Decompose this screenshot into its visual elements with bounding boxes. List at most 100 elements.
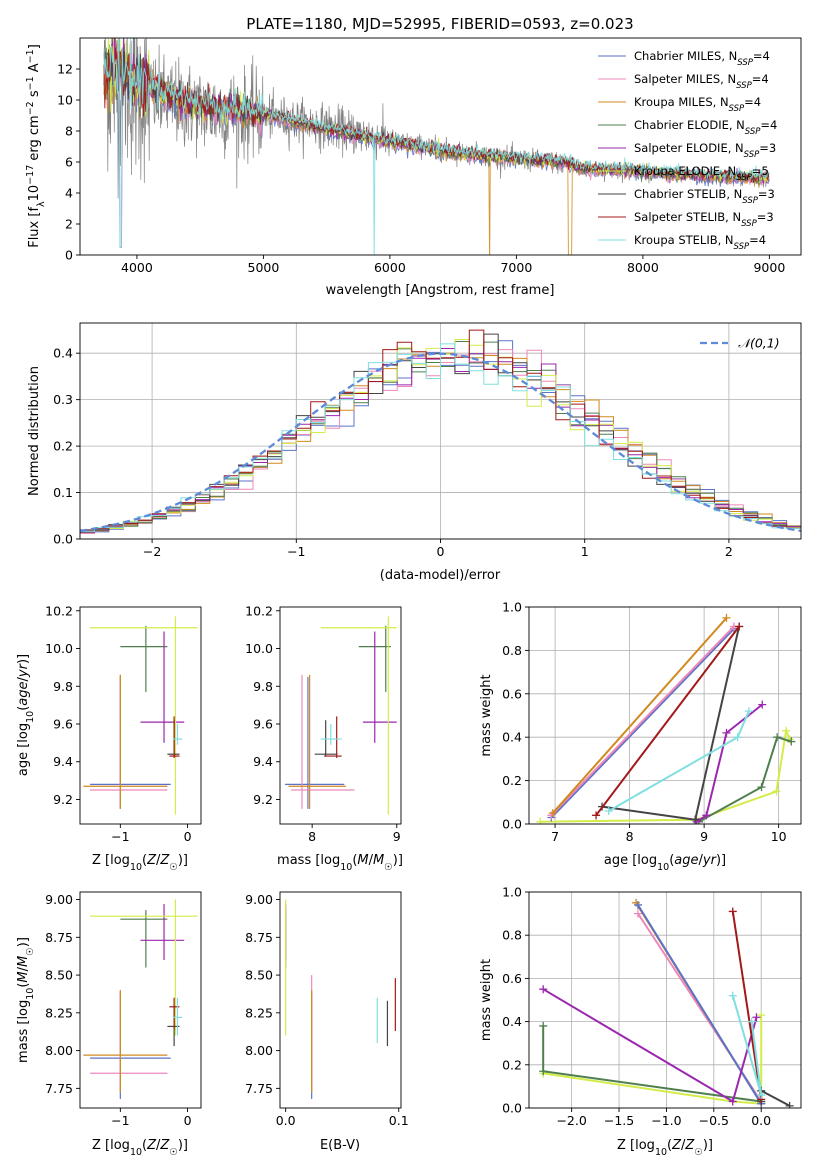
label-part: yr [702, 853, 718, 868]
label-part: Z [671, 1138, 682, 1153]
legend-label: Salpeter STELIB, NSSP=3 [634, 210, 774, 229]
y-tick-label: 0.0 [53, 532, 73, 547]
y-tick-label: 8.75 [45, 930, 73, 945]
label-part: 10 [657, 862, 669, 873]
label-part: A [27, 63, 42, 76]
weight-line-1 [550, 628, 735, 819]
weight-marker [604, 806, 613, 815]
x-tick-label: −0.5 [699, 1113, 729, 1128]
weight-line-2 [550, 625, 735, 816]
legend-label-tail: =3 [757, 210, 774, 224]
ebv-xlabel: E(B-V) [320, 1138, 360, 1153]
label-part: Z [146, 853, 157, 868]
y-tick-label: 7.75 [245, 1081, 273, 1096]
label-part: / [369, 853, 374, 868]
weight-marker [728, 907, 737, 916]
weight-marker [539, 1067, 548, 1076]
weight-marker [735, 622, 744, 631]
x-tick-label: 8 [308, 829, 316, 844]
label-part: Z [log [617, 1138, 655, 1153]
label-part: ☉ [25, 947, 36, 956]
y-tick-label: 0.3 [53, 392, 73, 407]
mass_vs_Z-ticks: −1 0 7.75 8.00 8.25 8.50 8.75 9.00 [45, 891, 202, 1128]
y-tick-label: 12 [57, 62, 73, 77]
x-tick-label: 9 [700, 829, 708, 844]
y-tick-label: 4 [65, 186, 73, 201]
legend-label: Kroupa STELIB, NSSP=4 [634, 233, 766, 252]
legend-label-sub: SSP [734, 242, 750, 252]
label-part: 10 [27, 185, 42, 202]
legend-label-sub: SSP [737, 58, 753, 68]
label-part: M [357, 853, 368, 868]
label-part: ( [16, 983, 31, 988]
label-part: )] [716, 853, 726, 868]
legend-label-tail: =3 [758, 187, 775, 201]
weight-marker [592, 811, 601, 820]
x-tick-label: −1 [111, 829, 129, 844]
label-part: 10 [655, 1147, 667, 1158]
y-tick-label: 9.2 [53, 792, 73, 807]
y-tick-label: 10.2 [245, 603, 273, 618]
age-mass-xlabel: mass [log10(M/M☉)] [277, 853, 403, 873]
x-tick-label: 9 [393, 829, 401, 844]
weight-marker [773, 733, 782, 742]
label-part: / [16, 966, 31, 971]
label-part: mass [log [16, 1000, 31, 1063]
weight-marker [744, 707, 753, 716]
label-part: age [16, 681, 31, 705]
legend-label-text: Chabrier MILES, N [634, 49, 737, 63]
y-tick-label: 0.2 [53, 439, 73, 454]
weight-line-0 [543, 1015, 763, 1105]
y-tick-label: 9.8 [253, 679, 273, 694]
age-ylabel: age [log10(age/yr)] [16, 654, 36, 776]
legend-label-tail: =4 [760, 118, 777, 132]
y-tick-label: 0.6 [502, 686, 522, 701]
y-tick-label: 10.0 [245, 641, 273, 656]
y-tick-label: 0.6 [502, 971, 522, 986]
y-tick-label: 8.50 [45, 968, 73, 983]
weight-marker [758, 700, 767, 709]
x-tick-label: 6000 [374, 260, 406, 275]
label-part: ( [142, 853, 147, 868]
weight-line-7 [731, 911, 763, 1100]
label-part: ☉ [694, 1147, 703, 1158]
weight-marker [691, 815, 700, 824]
legend-label-sub: SSP [745, 127, 761, 137]
y-tick-label: 9.4 [53, 754, 73, 769]
x-tick-label: 5000 [248, 260, 280, 275]
weight_vs_age-xlabel: age [log10(age/yr)] [604, 853, 726, 873]
label-part: λ [36, 201, 47, 207]
legend-label: Kroupa MILES, NSSP=4 [634, 95, 761, 114]
y-tick-label: 6 [65, 155, 73, 170]
y-tick-label: 8.50 [245, 968, 273, 983]
weight-marker [782, 726, 791, 735]
y-tick-label: 8.00 [45, 1043, 73, 1058]
x-tick-label: 9000 [753, 260, 785, 275]
label-part: −1 [25, 49, 36, 63]
mass_vs_Z-points [83, 899, 198, 1099]
axes-frame [79, 606, 202, 825]
hist-ylabel: Normed distribution [27, 366, 42, 496]
weight-marker [722, 728, 731, 737]
weight-marker [785, 1101, 794, 1108]
spectrum-xlabel: wavelength [Angstrom, rest frame] [326, 283, 555, 298]
legend-label: Chabrier ELODIE, NSSP=4 [634, 118, 777, 137]
legend-label-text: Kroupa ELODIE, N [634, 164, 736, 178]
label-part: M [373, 853, 384, 868]
x-tick-label: 10 [771, 829, 787, 844]
weight-marker [536, 817, 545, 824]
label-part: Z [159, 853, 170, 868]
weight-marker [539, 985, 548, 994]
label-part: Z [146, 1138, 157, 1153]
weight-marker [539, 1021, 548, 1030]
axes-frame [528, 606, 802, 825]
y-tick-label: 8.00 [245, 1043, 273, 1058]
label-part: / [156, 1138, 161, 1153]
axes-frame [279, 891, 402, 1109]
hist-step-8 [80, 343, 801, 532]
legend-label-sub: SSP [744, 150, 760, 160]
axes-frame [528, 891, 802, 1109]
y-tick-label: 9.2 [253, 792, 273, 807]
label-part: M [16, 956, 31, 967]
x-tick-label: 0 [184, 1113, 192, 1128]
